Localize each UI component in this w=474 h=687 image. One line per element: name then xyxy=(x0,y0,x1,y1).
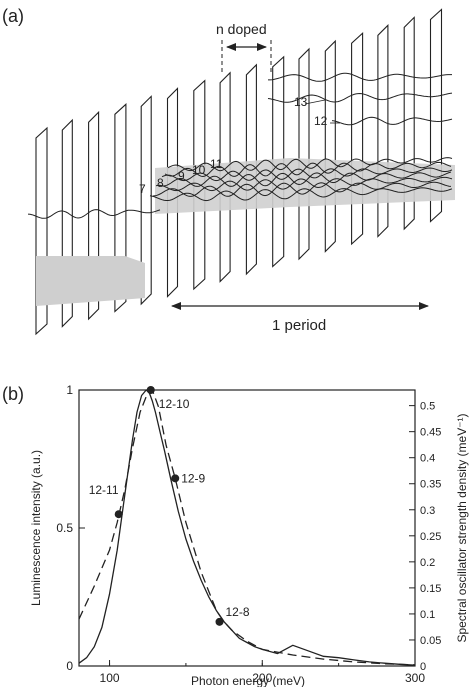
barrier-16 xyxy=(429,8,443,223)
transition-points: 12-11 12-10 12-9 12-8 xyxy=(89,386,250,626)
y-right-tick-label: 0.05 xyxy=(420,635,441,647)
n-doped-label: n doped xyxy=(216,21,267,37)
barrier-9 xyxy=(245,63,257,276)
point-label-12-10: 12-10 xyxy=(159,397,190,411)
y-left-tick-label: 1 xyxy=(66,383,73,397)
y-right-tick-label: 0.45 xyxy=(420,427,441,439)
axis-ticks: 100 200 30000.5100.050.10.150.20.250.30.35… xyxy=(56,383,441,685)
wavefunction-13 xyxy=(267,92,453,103)
state-label-8: 8 xyxy=(157,176,164,190)
point-12-8 xyxy=(215,617,224,626)
state-label-13: 13 xyxy=(294,95,308,109)
shaded-miniband-lower xyxy=(36,256,145,306)
point-12-9 xyxy=(171,474,180,483)
barrier-15 xyxy=(403,16,415,231)
series-dashed xyxy=(78,389,416,666)
panel-b-label: (b) xyxy=(2,384,24,404)
y-right-tick-label: 0.1 xyxy=(420,609,435,621)
wavefunction-lower-3 xyxy=(155,176,453,192)
barrier-3 xyxy=(88,110,100,321)
panel-a-band-diagram: (a) n doped 1 period 7 8 9 10 11 12 13 xyxy=(2,6,455,336)
y-axis-right-label: Spectral oscillator strength density (me… xyxy=(455,413,469,642)
barrier-10 xyxy=(272,55,285,268)
point-label-12-9: 12-9 xyxy=(181,471,205,485)
barrier-6 xyxy=(166,87,179,298)
wavefunction-ground xyxy=(27,209,161,219)
y-right-tick-label: 0.2 xyxy=(420,557,435,569)
barrier-1 xyxy=(35,126,48,336)
y-right-tick-label: 0.15 xyxy=(420,583,441,595)
wavefunction-12 xyxy=(331,116,453,126)
state-label-11: 11 xyxy=(210,157,223,171)
x-tick-label: 300 xyxy=(405,671,425,685)
state-label-7: 7 xyxy=(139,182,146,196)
barrier-11 xyxy=(298,47,310,261)
y-left-tick-label: 0 xyxy=(66,659,73,673)
point-label-12-11: 12-11 xyxy=(89,483,119,497)
period-label: 1 period xyxy=(272,317,326,334)
barrier-2 xyxy=(61,118,73,328)
y-right-tick-label: 0.25 xyxy=(420,531,441,543)
wavefunction-lower-1 xyxy=(149,187,453,202)
y-right-tick-label: 0.4 xyxy=(420,453,435,465)
point-label-12-8: 12-8 xyxy=(226,605,250,619)
y-right-tick-label: 0 xyxy=(420,661,426,673)
point-12-11 xyxy=(114,510,123,519)
y-left-tick-label: 0.5 xyxy=(56,521,73,535)
series-lines xyxy=(78,389,416,666)
x-tick-label: 100 xyxy=(100,671,120,685)
wavefunction-lower-4 xyxy=(158,171,452,187)
barrier-13 xyxy=(351,31,364,246)
y-right-tick-label: 0.3 xyxy=(420,505,435,517)
state-label-10: 10 xyxy=(192,163,206,177)
x-tick-label: 200 xyxy=(252,671,272,685)
y-right-tick-label: 0.5 xyxy=(420,401,435,413)
panel-a-label: (a) xyxy=(2,6,24,26)
wavefunctions xyxy=(27,72,453,219)
state-label-9: 9 xyxy=(178,169,185,183)
quantum-wells xyxy=(35,8,443,336)
barrier-5 xyxy=(140,95,152,306)
wavefunction-lower-7 xyxy=(167,157,453,172)
state-label-12: 12 xyxy=(314,114,328,128)
wavefunction-lower-5 xyxy=(161,167,453,182)
wavefunction-13a xyxy=(268,72,452,82)
wavefunction-lower-2 xyxy=(152,181,452,197)
barrier-14 xyxy=(377,23,389,238)
label-leader-13 xyxy=(304,99,326,105)
y-axis-left-label: Luminescence intensity (a.u.) xyxy=(29,450,43,606)
series-solid xyxy=(78,389,416,666)
barrier-8 xyxy=(219,71,231,283)
wavefunction-lower-6 xyxy=(164,161,452,178)
point-12-10 xyxy=(146,386,155,394)
barrier-4 xyxy=(114,103,127,313)
x-axis-label: Photon energy (meV) xyxy=(191,674,305,687)
y-right-tick-label: 0.35 xyxy=(420,479,441,491)
barrier-7 xyxy=(193,79,206,291)
plot-frame xyxy=(78,389,416,667)
barrier-12 xyxy=(324,39,336,253)
